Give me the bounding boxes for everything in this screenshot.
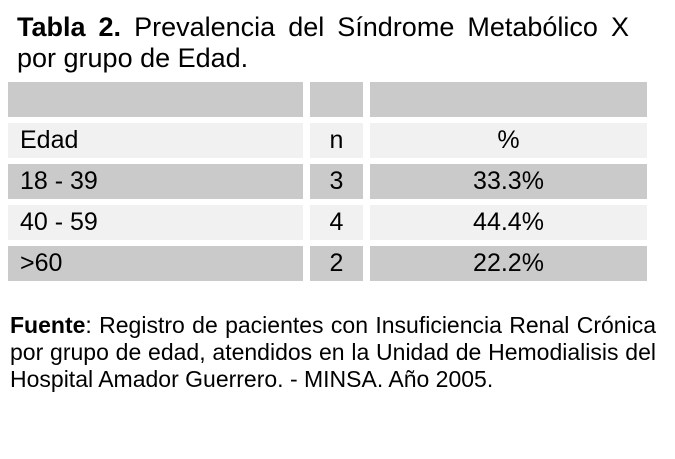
source-note-line2: por grupo de edad, atendidos en la Unida… [10,339,656,365]
table-header-row: Edad n % [8,123,675,158]
table-caption-number: Tabla 2. [17,12,122,42]
cell-pct: 33.3% [370,164,647,199]
table-caption-text: Prevalencia del Síndrome Metabólico X [134,12,629,42]
table-row-18-39: 18 - 39 3 33.3% [8,164,675,199]
table-caption-line1: Tabla 2. Prevalencia del Síndrome Metabó… [17,12,629,43]
cell-n: 3 [310,164,363,199]
cell-pct: 44.4% [370,205,647,240]
spacer-cell-edad [8,82,303,117]
table-row-40-59: 40 - 59 4 44.4% [8,205,675,240]
spacer-cell-pct [370,82,647,117]
cell-edad: 40 - 59 [8,205,303,240]
table-caption: Tabla 2. Prevalencia del Síndrome Metabó… [17,12,629,74]
table-top-spacer-row [8,82,675,117]
source-note-label: Fuente [10,312,86,338]
cell-n: 2 [310,246,363,281]
source-note-line3: Hospital Amador Guerrero. - MINSA. Año 2… [10,366,494,392]
document-page: Tabla 2. Prevalencia del Síndrome Metabó… [0,12,675,393]
cell-n: 4 [310,205,363,240]
source-note: Fuente: Registro de pacientes con Insufi… [10,312,656,393]
cell-edad: 18 - 39 [8,164,303,199]
header-cell-pct: % [370,123,647,158]
source-note-line1: Fuente: Registro de pacientes con Insufi… [10,312,656,339]
prevalence-table: Edad n % 18 - 39 3 33.3% 40 - 59 4 44.4%… [8,82,675,281]
cell-edad: >60 [8,246,303,281]
table-caption-line2: por grupo de Edad. [17,43,249,73]
spacer-cell-n [310,82,363,117]
header-cell-edad: Edad [8,123,303,158]
table-row-over-60: >60 2 22.2% [8,246,675,281]
header-cell-n: n [310,123,363,158]
cell-pct: 22.2% [370,246,647,281]
source-note-text1: : Registro de pacientes con Insuficienci… [85,312,656,338]
